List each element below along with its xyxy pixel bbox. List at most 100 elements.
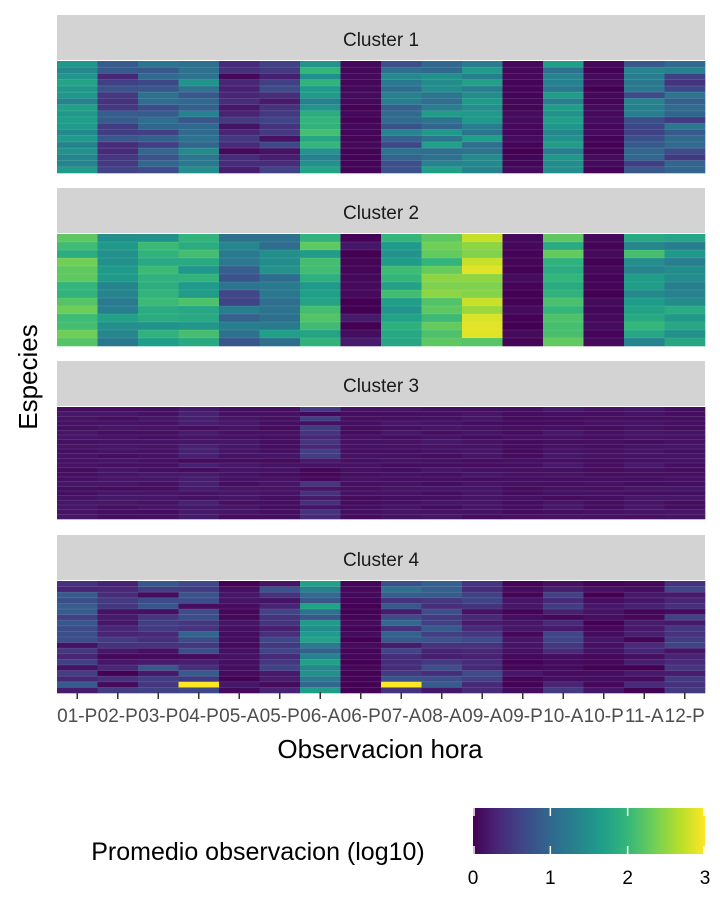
heatmap-cell	[340, 330, 382, 339]
heatmap-cell	[502, 290, 544, 299]
heatmap-cell	[421, 258, 463, 267]
heatmap-cell	[664, 491, 706, 496]
heatmap-cell	[624, 581, 665, 587]
heatmap-cell	[340, 117, 382, 124]
heatmap-cell	[97, 166, 139, 174]
heatmap-cell	[624, 330, 665, 339]
heatmap-cell	[219, 110, 260, 118]
heatmap-cell	[219, 648, 260, 655]
heatmap-cell	[138, 85, 179, 93]
heatmap-cell	[300, 407, 341, 412]
heatmap-cell	[421, 110, 463, 118]
heatmap-cell	[259, 670, 301, 677]
heatmap-cell	[178, 687, 220, 694]
heatmap-cell	[138, 166, 179, 174]
heatmap-cell	[421, 477, 463, 482]
heatmap-cell	[340, 597, 382, 604]
heatmap-cell	[138, 444, 179, 450]
heatmap-cell	[138, 687, 179, 694]
x-tick-label: 10-A	[543, 706, 583, 727]
heatmap-cell	[340, 61, 382, 68]
heatmap-cell	[502, 472, 544, 478]
heatmap-cell	[543, 500, 584, 506]
heatmap-cell	[421, 416, 463, 422]
heatmap-cell	[57, 665, 98, 671]
heatmap-cell	[97, 581, 139, 587]
heatmap-cell	[259, 458, 301, 464]
heatmap-cell	[624, 166, 665, 174]
heatmap-cell	[502, 609, 544, 615]
heatmap-cell	[421, 85, 463, 93]
heatmap-cell	[543, 250, 584, 259]
heatmap-cell	[97, 430, 139, 436]
heatmap-cell	[340, 620, 382, 627]
heatmap-cell	[381, 314, 422, 323]
heatmap-cell	[178, 614, 220, 621]
heatmap-cell	[259, 148, 301, 155]
heatmap-cell	[462, 509, 503, 515]
heatmap-cell	[502, 486, 544, 492]
heatmap-cell	[259, 416, 301, 422]
heatmap-cell	[462, 614, 503, 621]
heatmap-cell	[583, 676, 625, 683]
heatmap-cell	[583, 603, 625, 610]
heatmap-cell	[57, 486, 98, 492]
heatmap-cell	[421, 670, 463, 677]
heatmap-cell	[340, 314, 382, 323]
heatmap-cell	[583, 509, 625, 515]
heatmap-cell	[340, 306, 382, 315]
heatmap-cell	[340, 642, 382, 649]
heatmap-cell	[97, 322, 139, 331]
heatmap-cell	[583, 61, 625, 68]
heatmap-cell	[57, 67, 98, 74]
heatmap-cell	[583, 597, 625, 604]
heatmap-cell	[138, 458, 179, 464]
heatmap-cell	[421, 481, 463, 487]
heatmap-cell	[219, 625, 260, 632]
heatmap-cell	[381, 653, 422, 660]
heatmap-cell	[381, 123, 422, 130]
heatmap-cell	[178, 453, 220, 459]
heatmap-cell	[502, 603, 544, 610]
heatmap-cell	[502, 407, 544, 412]
heatmap-cell	[178, 676, 220, 683]
heatmap-cell	[583, 625, 625, 632]
heatmap-cell	[381, 458, 422, 464]
heatmap-cell	[300, 472, 341, 478]
heatmap-cell	[583, 581, 625, 587]
heatmap-cell	[421, 129, 463, 136]
heatmap-cell	[543, 92, 584, 99]
panels-group: Cluster 1 Cluster 2 Cluster 3 Cluster 4	[57, 15, 706, 694]
heatmap-cell	[57, 135, 98, 143]
heatmap-cell	[219, 603, 260, 610]
facet-strip	[57, 361, 705, 406]
heatmap-cell	[178, 500, 220, 506]
heatmap-cell	[219, 242, 260, 251]
heatmap-cell	[502, 314, 544, 323]
heatmap-cell	[97, 609, 139, 615]
heatmap-cell	[624, 104, 665, 112]
heatmap-cell	[219, 266, 260, 275]
heatmap-cell	[624, 117, 665, 124]
heatmap-cell	[97, 586, 139, 593]
heatmap-cell	[57, 274, 98, 283]
heatmap-cell	[462, 274, 503, 283]
heatmap-cell	[97, 135, 139, 143]
heatmap-cell	[583, 234, 625, 243]
heatmap-cell	[57, 166, 98, 174]
heatmap-cell	[300, 505, 341, 510]
heatmap-cell	[583, 148, 625, 155]
heatmap-cell	[97, 250, 139, 259]
heatmap-cell	[543, 234, 584, 243]
heatmap-cell	[664, 98, 706, 105]
heatmap-cell	[178, 85, 220, 93]
heatmap-cell	[624, 85, 665, 93]
heatmap-cell	[178, 458, 220, 464]
heatmap-cell	[259, 117, 301, 124]
heatmap-cell	[381, 444, 422, 450]
heatmap-cell	[502, 631, 544, 638]
heatmap-cell	[300, 642, 341, 649]
heatmap-cell	[138, 110, 179, 118]
heatmap-cell	[421, 425, 463, 431]
heatmap-cell	[138, 338, 179, 347]
